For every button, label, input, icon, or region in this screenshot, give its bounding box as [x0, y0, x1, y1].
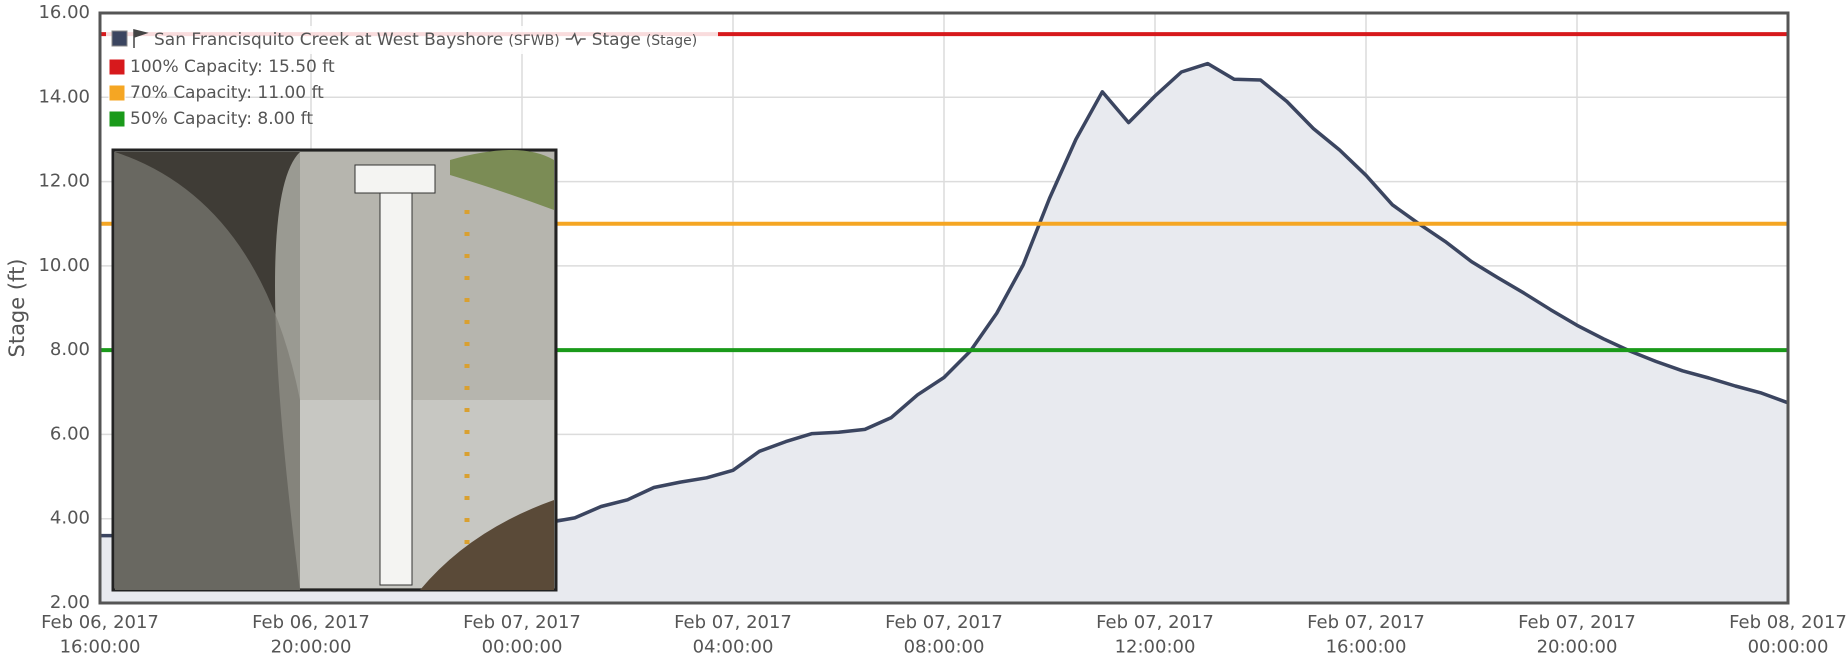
- gauge-photo: [113, 150, 556, 590]
- legend-marker: [109, 59, 125, 75]
- legend-parameter-code: (Stage): [646, 33, 697, 49]
- legend-threshold-label: 100% Capacity: 15.50 ft: [130, 57, 335, 77]
- y-tick-label: 4.00: [50, 508, 90, 529]
- y-tick-label: 12.00: [38, 171, 90, 192]
- legend-threshold-label: 70% Capacity: 11.00 ft: [130, 83, 324, 103]
- legend-threshold-label: 50% Capacity: 8.00 ft: [130, 109, 313, 129]
- y-tick-label: 14.00: [38, 86, 90, 107]
- legend-parameter: Stage: [592, 30, 641, 50]
- chart: 2.00 4.00 6.00 8.00 10.00 12.00 14.00 16.00 Feb …: [0, 0, 1847, 666]
- y-tick-label: 10.00: [38, 255, 90, 276]
- legend-series-name: San Francisquito Creek at West Bayshore: [154, 30, 503, 50]
- legend-marker: [109, 85, 125, 101]
- y-tick-label: 8.00: [50, 339, 90, 360]
- y-tick-label: 6.00: [50, 423, 90, 444]
- y-tick-label: 16.00: [38, 2, 90, 23]
- y-tick-label: 2.00: [50, 592, 90, 613]
- legend-site-code: (SFWB): [508, 33, 559, 49]
- legend-marker: [112, 31, 127, 46]
- page: 2.00 4.00 6.00 8.00 10.00 12.00 14.00 16.00 Feb …: [0, 0, 1847, 666]
- y-axis-label: Stage (ft): [5, 258, 29, 357]
- legend-marker: [109, 111, 125, 127]
